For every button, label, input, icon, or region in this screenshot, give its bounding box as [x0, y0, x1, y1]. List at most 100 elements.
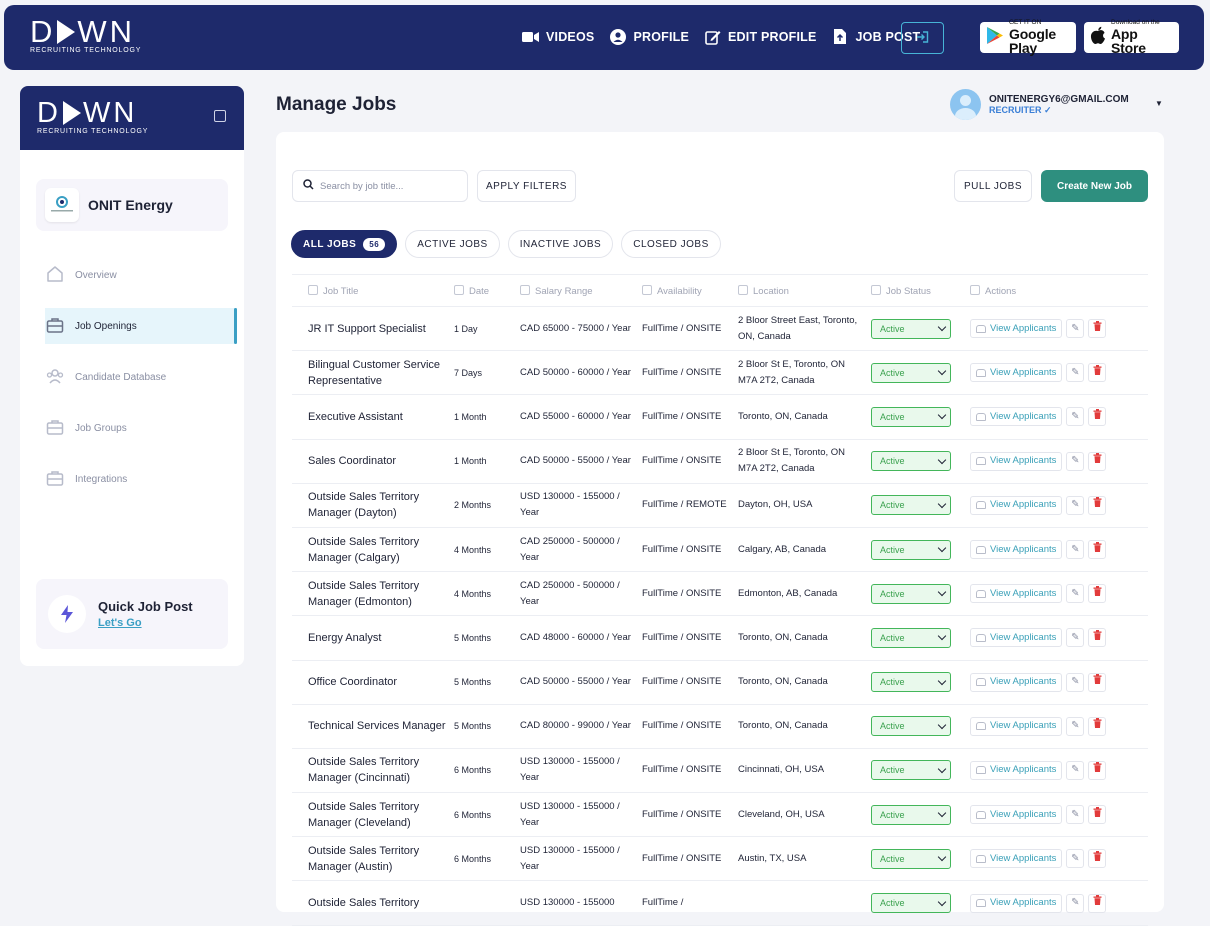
edit-job-button[interactable]: ✎ — [1066, 584, 1085, 604]
app-store-badge[interactable]: Download on the App Store — [1084, 20, 1179, 55]
job-title-cell[interactable]: Office Coordinator — [292, 660, 454, 705]
nav-job-post[interactable]: JOB POST — [832, 28, 921, 45]
delete-job-button[interactable] — [1088, 760, 1107, 780]
sidebar-item-integrations[interactable]: Integrations — [20, 461, 244, 497]
edit-job-button[interactable]: ✎ — [1066, 540, 1085, 560]
job-title-cell[interactable]: Sales Coordinator — [292, 439, 454, 484]
delete-job-button[interactable] — [1088, 451, 1107, 471]
edit-job-button[interactable]: ✎ — [1066, 628, 1085, 648]
delete-job-button[interactable] — [1088, 628, 1107, 648]
tab-all-jobs[interactable]: ALL JOBS 56 — [291, 230, 398, 258]
view-applicants-button[interactable]: View Applicants — [970, 893, 1063, 913]
job-status-select[interactable]: Active — [871, 760, 951, 781]
delete-job-button[interactable] — [1088, 363, 1107, 383]
job-title-cell[interactable]: Outside Sales Territory Manager (Calgary… — [292, 527, 454, 573]
column-status[interactable]: Job Status — [871, 274, 970, 307]
edit-job-button[interactable]: ✎ — [1066, 363, 1085, 383]
nav-profile[interactable]: PROFILE — [609, 28, 689, 45]
tab-closed-jobs[interactable]: CLOSED JOBS — [621, 230, 721, 258]
sidebar-collapse-icon[interactable] — [214, 110, 226, 122]
column-salary[interactable]: Salary Range — [520, 274, 642, 307]
delete-job-button[interactable] — [1088, 495, 1107, 515]
edit-job-button[interactable]: ✎ — [1066, 849, 1085, 869]
sidebar-brand-logo[interactable]: D WN RECRUITING TECHNOLOGY — [37, 98, 148, 135]
job-status-select[interactable]: Active — [871, 451, 951, 472]
tab-active-jobs[interactable]: ACTIVE JOBS — [405, 230, 500, 258]
job-status-select[interactable]: Active — [871, 716, 951, 737]
job-title-cell[interactable]: Technical Services Manager — [292, 704, 454, 749]
column-availability[interactable]: Availability — [642, 274, 738, 307]
job-status-select[interactable]: Active — [871, 318, 951, 339]
delete-job-button[interactable] — [1088, 584, 1107, 604]
edit-job-button[interactable]: ✎ — [1066, 716, 1085, 736]
view-applicants-button[interactable]: View Applicants — [970, 849, 1063, 869]
job-status-select[interactable]: Active — [871, 539, 951, 560]
nav-edit-profile[interactable]: EDIT PROFILE — [704, 28, 817, 45]
job-status-select[interactable]: Active — [871, 672, 951, 693]
brand-logo[interactable]: D WN RECRUITING TECHNOLOGY — [30, 16, 141, 54]
delete-job-button[interactable] — [1088, 319, 1107, 339]
view-applicants-button[interactable]: View Applicants — [970, 319, 1063, 339]
column-job-title[interactable]: Job Title — [292, 274, 454, 307]
delete-job-button[interactable] — [1088, 540, 1107, 560]
nav-videos[interactable]: VIDEOS — [522, 28, 594, 45]
delete-job-button[interactable] — [1088, 805, 1107, 825]
user-menu[interactable]: ONITENERGY6@GMAIL.COM RECRUITER ✓ ▼ — [950, 89, 1163, 120]
job-title-cell[interactable]: Bilingual Customer Service Representativ… — [292, 350, 454, 396]
edit-job-button[interactable]: ✎ — [1066, 319, 1085, 339]
view-applicants-button[interactable]: View Applicants — [970, 407, 1063, 427]
logout-button[interactable] — [901, 22, 944, 54]
edit-job-button[interactable]: ✎ — [1066, 451, 1085, 471]
delete-job-button[interactable] — [1088, 407, 1107, 427]
view-applicants-button[interactable]: View Applicants — [970, 451, 1063, 471]
job-title-cell[interactable]: Outside Sales Territory — [292, 880, 454, 926]
job-title-cell[interactable]: Outside Sales Territory Manager (Edmonto… — [292, 571, 454, 617]
job-status-select[interactable]: Active — [871, 406, 951, 427]
google-play-badge[interactable]: GET IT ON Google Play — [980, 20, 1076, 55]
edit-job-button[interactable]: ✎ — [1066, 760, 1085, 780]
company-card[interactable]: ONIT Energy — [36, 179, 228, 231]
sidebar-item-job-groups[interactable]: Job Groups — [20, 410, 244, 446]
job-status-select[interactable]: Active — [871, 804, 951, 825]
job-title-cell[interactable]: JR IT Support Specialist — [292, 306, 454, 352]
job-title-cell[interactable]: Outside Sales Territory Manager (Clevela… — [292, 792, 454, 838]
create-new-job-button[interactable]: Create New Job — [1041, 170, 1148, 202]
apply-filters-button[interactable]: APPLY FILTERS — [477, 170, 576, 202]
quick-job-post-card[interactable]: Quick Job Post Let's Go — [36, 579, 228, 649]
view-applicants-button[interactable]: View Applicants — [970, 805, 1063, 825]
delete-job-button[interactable] — [1088, 893, 1107, 913]
delete-job-button[interactable] — [1088, 849, 1107, 869]
edit-job-button[interactable]: ✎ — [1066, 805, 1085, 825]
column-location[interactable]: Location — [738, 274, 871, 307]
view-applicants-button[interactable]: View Applicants — [970, 628, 1063, 648]
job-status-select[interactable]: Active — [871, 627, 951, 648]
search-input[interactable] — [320, 180, 460, 192]
job-title-cell[interactable]: Energy Analyst — [292, 615, 454, 661]
edit-job-button[interactable]: ✎ — [1066, 407, 1085, 427]
job-title-cell[interactable]: Outside Sales Territory Manager (Austin) — [292, 836, 454, 882]
job-status-select[interactable]: Active — [871, 583, 951, 604]
delete-job-button[interactable] — [1088, 716, 1107, 736]
view-applicants-button[interactable]: View Applicants — [970, 716, 1063, 736]
view-applicants-button[interactable]: View Applicants — [970, 760, 1063, 780]
delete-job-button[interactable] — [1088, 672, 1107, 692]
search-box[interactable] — [292, 170, 468, 202]
tab-inactive-jobs[interactable]: INACTIVE JOBS — [507, 230, 614, 258]
caret-down-icon[interactable]: ▼ — [1155, 99, 1163, 108]
view-applicants-button[interactable]: View Applicants — [970, 363, 1063, 383]
job-status-select[interactable]: Active — [871, 848, 951, 869]
sidebar-item-overview[interactable]: Overview — [20, 257, 244, 293]
job-status-select[interactable]: Active — [871, 362, 951, 383]
view-applicants-button[interactable]: View Applicants — [970, 495, 1063, 515]
edit-job-button[interactable]: ✎ — [1066, 893, 1085, 913]
quick-job-post-link[interactable]: Let's Go — [98, 617, 142, 629]
job-title-cell[interactable]: Executive Assistant — [292, 394, 454, 440]
pull-jobs-button[interactable]: PULL JOBS — [954, 170, 1032, 202]
view-applicants-button[interactable]: View Applicants — [970, 540, 1063, 560]
sidebar-item-candidate-database[interactable]: Candidate Database — [20, 359, 244, 395]
job-status-select[interactable]: Active — [871, 495, 951, 516]
edit-job-button[interactable]: ✎ — [1066, 495, 1085, 515]
column-date[interactable]: Date — [454, 274, 520, 307]
sidebar-item-job-openings[interactable]: Job Openings — [45, 308, 237, 344]
view-applicants-button[interactable]: View Applicants — [970, 584, 1063, 604]
